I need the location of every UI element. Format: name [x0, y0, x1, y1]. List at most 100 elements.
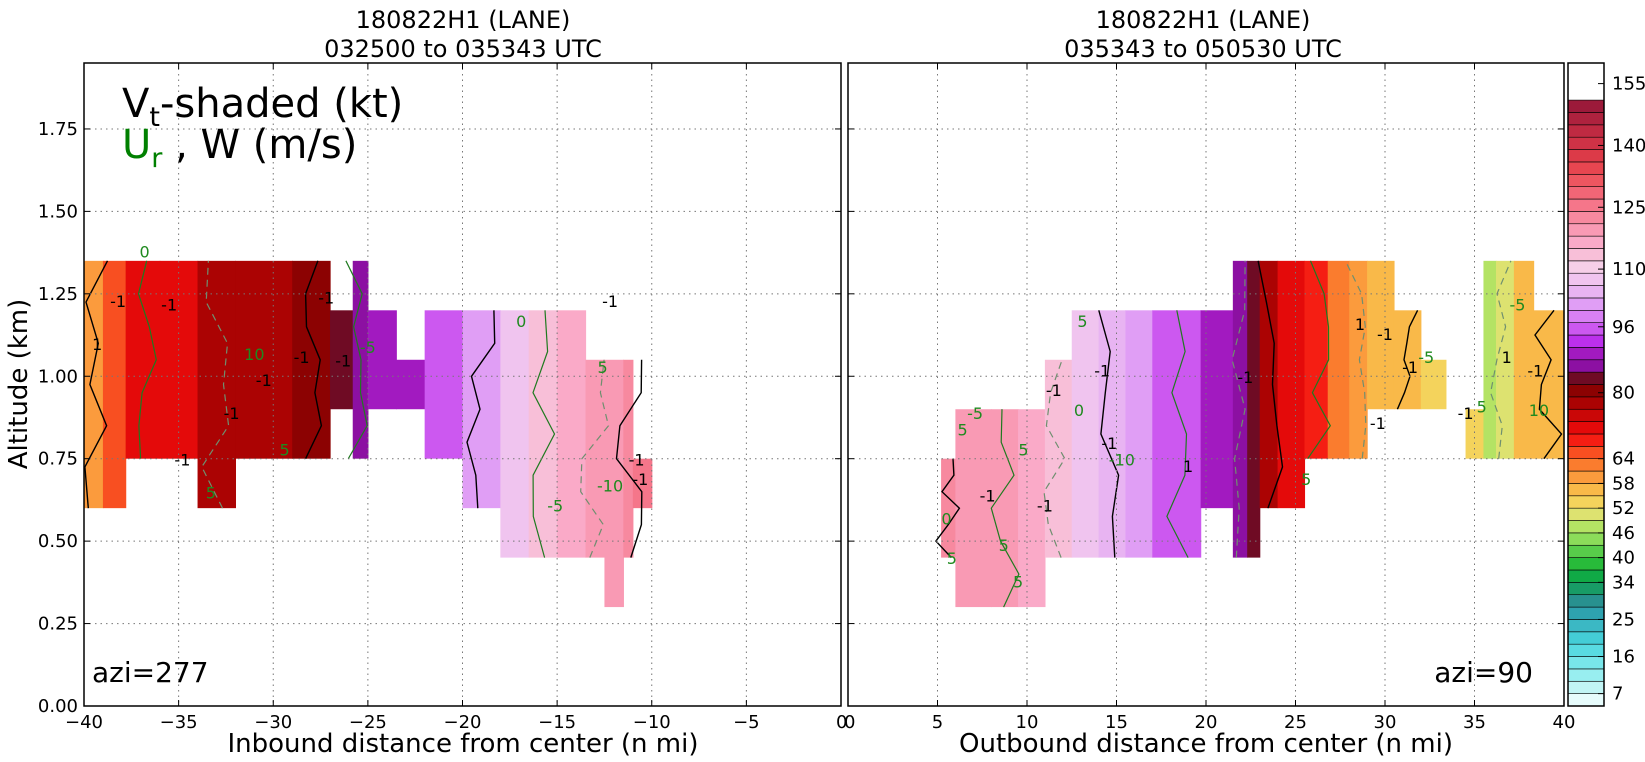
colorbar-swatch: [1567, 668, 1605, 682]
colorbar-tick-label: 34: [1612, 572, 1635, 593]
colorbar-swatch: [1567, 235, 1605, 249]
colorbar-swatch: [1567, 112, 1605, 126]
vt-shaded-cell: [1465, 409, 1485, 459]
contour-label: -1: [256, 371, 272, 390]
right-title-line1: 180822H1 (LANE): [1096, 6, 1311, 34]
colorbar-swatch: [1567, 99, 1605, 113]
left-contour-labels: -1 -110 -1 -1-1-1-155-50-105-1-1-10-5-11: [92, 243, 648, 516]
colorbar-tick-label: 16: [1612, 647, 1635, 668]
contour-label: -5: [547, 496, 563, 515]
colorbar-tick-label: 40: [1612, 548, 1635, 569]
y-tick-label: 0.75: [38, 449, 78, 470]
contour-label: -1: [318, 289, 334, 308]
y-tick-label: 1.50: [38, 201, 78, 222]
x-tick-label: 30: [1374, 712, 1397, 733]
x-tick-label: −10: [633, 712, 671, 733]
ur-contour-line: [532, 310, 556, 558]
right-shading: [941, 260, 1565, 608]
contour-label: 5: [1018, 440, 1028, 459]
colorbar-swatch: [1567, 594, 1605, 608]
contour-label: 5: [597, 358, 607, 377]
x-tick-label: −20: [444, 712, 482, 733]
contour-label: -1: [1527, 361, 1543, 380]
x-tick-label: −35: [160, 712, 198, 733]
contour-label: -1: [1037, 496, 1053, 515]
colorbar-swatch: [1567, 495, 1605, 509]
contour-label: 10: [1529, 401, 1549, 420]
vt-shaded-cell: [1393, 310, 1422, 410]
vt-shaded-cell: [1259, 260, 1279, 509]
y-tick-label: 0.50: [38, 531, 78, 552]
contour-label: -1: [110, 292, 126, 311]
right-xticks: 0 5 10 15 20 25 30 35 40: [844, 63, 1575, 733]
vt-shaded-cell: [1533, 310, 1565, 459]
colorbar-tick-label: 110: [1612, 259, 1645, 280]
contour-label: -1: [1377, 325, 1393, 344]
contour-label: 1: [1355, 315, 1365, 334]
x-tick-label: −25: [349, 712, 387, 733]
colorbar-swatch: [1567, 483, 1605, 497]
colorbar-swatch: [1567, 520, 1605, 534]
x-tick-label: 20: [1195, 712, 1218, 733]
vt-shaded-cell: [330, 310, 354, 410]
left-azimuth-label: azi=277: [92, 656, 209, 689]
ur-contour-line: [1307, 260, 1332, 460]
x-tick-label: 25: [1284, 712, 1307, 733]
left-contours: [84, 260, 643, 558]
colorbar-swatch: [1567, 371, 1605, 385]
colorbar-swatch: [1567, 693, 1605, 707]
y-tick-label: 1.00: [38, 366, 78, 387]
left-panel: 180822H1 (LANE) 032500 to 035343 UTC -1-…: [4, 6, 847, 759]
y-tick-label: 1.75: [38, 119, 78, 140]
x-tick-label: −30: [254, 712, 292, 733]
contour-label: 1: [92, 335, 102, 354]
vt-shaded-cell: [1367, 260, 1395, 410]
colorbar-swatch: [1567, 656, 1605, 670]
legend-vt-rest: -shaded (kt): [160, 81, 403, 127]
vt-shaded-cell: [1495, 260, 1515, 459]
colorbar-swatch: [1567, 619, 1605, 633]
left-xticks: −40 −35 −30 −25 −20 −15 −10 −5 0: [65, 63, 847, 733]
colorbar-ticks: 7 16 25 34 40 46 52 58 64 80 96 110 125 140 155: [1598, 74, 1645, 705]
right-xlabel: Outbound distance from center (n mi): [959, 729, 1453, 759]
ur-contour-line: [1344, 260, 1367, 459]
ur-contour-line: [1231, 260, 1246, 558]
colorbar-swatch: [1567, 173, 1605, 187]
colorbar-tick-label: 140: [1612, 135, 1645, 156]
x-tick-label: −15: [538, 712, 576, 733]
colorbar-swatch: [1567, 384, 1605, 398]
contour-label: -1: [629, 450, 645, 469]
colorbar-swatch: [1567, 396, 1605, 410]
contour-label: 1: [1183, 457, 1193, 476]
contour-label: 5: [206, 483, 216, 502]
colorbar-swatch: [1567, 408, 1605, 422]
contour-label: -1: [1402, 358, 1418, 377]
vt-shaded-cell: [1247, 260, 1261, 558]
ur-contour-line: [1166, 310, 1189, 558]
colorbar-tick-label: 52: [1612, 498, 1635, 519]
contour-label: 5: [947, 549, 957, 568]
contour-label: 10: [244, 345, 264, 364]
left-ylabel: Altitude (km): [4, 299, 34, 470]
right-azimuth-label: azi=90: [1434, 656, 1533, 689]
colorbar-tick-label: 125: [1612, 197, 1645, 218]
colorbar-swatch: [1567, 359, 1605, 373]
x-tick-label: 5: [932, 712, 943, 733]
colorbar-swatch: [1567, 544, 1605, 558]
right-panel: 180822H1 (LANE) 035343 to 050530 UTC -55…: [844, 6, 1575, 759]
w-contour-line: [304, 260, 323, 460]
w-contour-line: [1098, 310, 1120, 558]
left-title-line2: 032500 to 035343 UTC: [324, 35, 602, 63]
colorbar-swatch: [1567, 260, 1605, 274]
colorbar-tick-label: 64: [1612, 449, 1635, 470]
legend-ur-sub: r: [151, 143, 163, 174]
y-tick-label: 1.25: [38, 284, 78, 305]
vt-shaded-cell: [424, 310, 464, 459]
colorbar-tick-label: 96: [1612, 317, 1635, 338]
y-tick-label: 0.00: [38, 696, 78, 717]
ur-contour-line: [201, 260, 230, 509]
right-title-line2: 035343 to 050530 UTC: [1064, 35, 1342, 63]
contour-label: -1: [335, 351, 351, 370]
